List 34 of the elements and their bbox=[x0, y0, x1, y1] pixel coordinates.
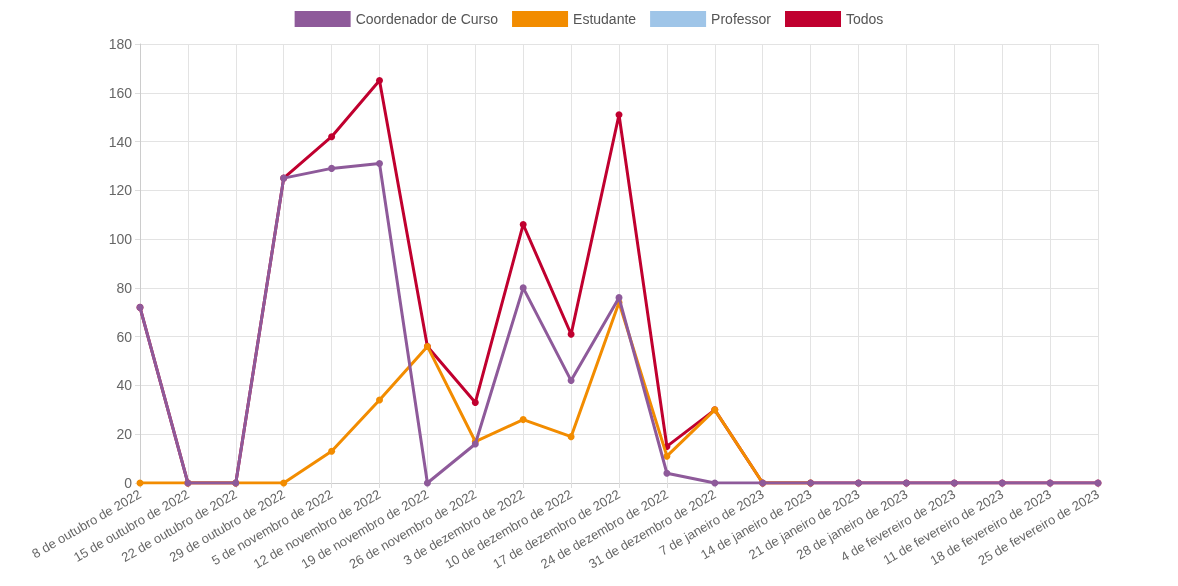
legend-label: Estudante bbox=[573, 11, 637, 27]
y-tick-label: 140 bbox=[108, 133, 133, 150]
point bbox=[280, 479, 288, 487]
point bbox=[328, 133, 336, 141]
point bbox=[567, 433, 575, 441]
y-tick-label: 180 bbox=[108, 36, 133, 52]
point bbox=[471, 399, 479, 407]
point bbox=[376, 396, 383, 404]
legend-label: Professor bbox=[711, 11, 772, 27]
point bbox=[663, 452, 671, 460]
y-tick-label: 20 bbox=[116, 426, 133, 443]
point bbox=[519, 416, 527, 424]
point bbox=[711, 479, 719, 487]
legend-label: Todos bbox=[846, 11, 884, 27]
point bbox=[567, 330, 575, 338]
y-tick-label: 40 bbox=[116, 377, 133, 394]
point bbox=[519, 220, 527, 228]
y-tick-label: 100 bbox=[108, 231, 133, 248]
point bbox=[615, 294, 623, 302]
point bbox=[328, 447, 336, 455]
point bbox=[376, 77, 383, 85]
point bbox=[615, 111, 623, 119]
point bbox=[328, 164, 336, 172]
point bbox=[519, 284, 527, 292]
legend-label: Coordenador de Curso bbox=[355, 11, 499, 27]
point bbox=[376, 160, 383, 167]
y-tick-label: 120 bbox=[108, 182, 133, 199]
point bbox=[567, 377, 575, 385]
y-tick-label: 80 bbox=[116, 279, 133, 296]
y-tick-label: 0 bbox=[124, 475, 133, 491]
y-tick-label: 160 bbox=[108, 84, 133, 101]
y-tick-label: 60 bbox=[116, 328, 133, 345]
point bbox=[423, 479, 431, 487]
point bbox=[663, 469, 671, 477]
